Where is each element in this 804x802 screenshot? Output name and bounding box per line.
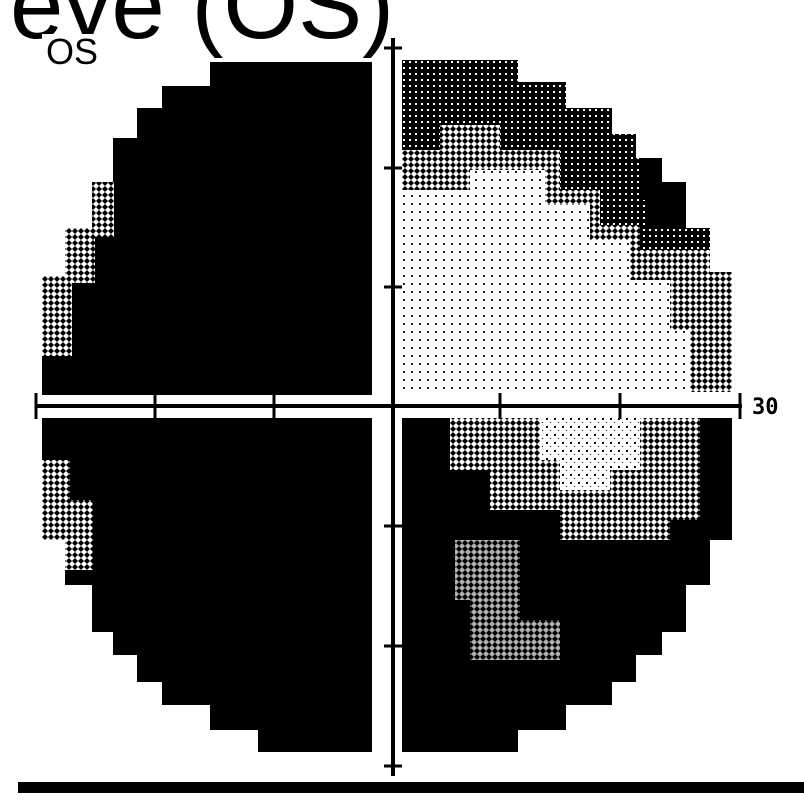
inferior-temporal-quadrant — [42, 418, 372, 752]
superior-temporal-edge-pattern — [42, 276, 72, 356]
superior-nasal-dots — [402, 170, 690, 392]
superior-temporal-edge-pattern-2 — [65, 228, 95, 283]
axes — [34, 38, 742, 776]
eccentricity-label: 30 — [752, 395, 779, 420]
inferior-temporal-edge-pattern-2 — [65, 500, 93, 570]
superior-temporal-quadrant — [42, 62, 372, 395]
inferior-nasal-quadrant — [402, 418, 732, 752]
inferior-nasal-lower-speckle — [455, 540, 560, 660]
inferior-nasal-bright-center — [540, 418, 640, 490]
eye-label: OS — [42, 34, 103, 70]
superior-nasal-transition — [402, 125, 732, 392]
superior-temporal-edge-pattern-3 — [92, 182, 114, 237]
superior-nasal-quadrant — [402, 60, 732, 392]
bottom-rule — [18, 782, 804, 793]
superior-nasal-dense-border — [402, 60, 710, 250]
superior-nasal-black-patch — [640, 158, 686, 228]
